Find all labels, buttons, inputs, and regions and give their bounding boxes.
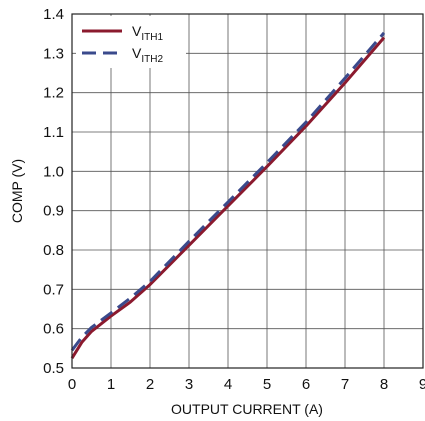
x-tick-label: 3 bbox=[185, 376, 193, 393]
series-line-vith1 bbox=[70, 36, 386, 359]
series-line-vith2 bbox=[70, 31, 386, 352]
legend-label-vith2: VITH2 bbox=[132, 45, 163, 65]
y-tick-label: 1.0 bbox=[43, 163, 64, 180]
legend-box bbox=[76, 16, 186, 68]
x-tick-label: 2 bbox=[146, 376, 154, 393]
y-tick-label: 0.8 bbox=[43, 242, 64, 259]
tick-labels: 0 1 2 3 4 5 6 7 8 9 0.5 0.6 0.7 0.8 0.9 1.0 1.1 1.2 1.3 1.4 bbox=[43, 6, 425, 393]
x-tick-label: 8 bbox=[380, 376, 388, 393]
x-axis-title: OUTPUT CURRENT (A) bbox=[171, 401, 323, 417]
y-tick-label: 1.3 bbox=[43, 45, 64, 62]
x-tick-label: 1 bbox=[107, 376, 115, 393]
y-tick-label: 1.2 bbox=[43, 85, 64, 102]
y-tick-label: 1.1 bbox=[43, 124, 64, 141]
x-tick-label: 9 bbox=[419, 376, 425, 393]
y-tick-label: 1.4 bbox=[43, 6, 64, 23]
legend: VITH1 VITH2 bbox=[76, 16, 186, 68]
y-tick-label: 0.9 bbox=[43, 203, 64, 220]
y-tick-label: 0.5 bbox=[43, 360, 64, 377]
x-tick-label: 0 bbox=[68, 376, 76, 393]
plot-area bbox=[72, 14, 423, 368]
y-tick-label: 0.6 bbox=[43, 321, 64, 338]
x-tick-label: 6 bbox=[302, 376, 310, 393]
y-axis-title: COMP (V) bbox=[9, 159, 25, 223]
x-tick-label: 5 bbox=[263, 376, 271, 393]
plot-border bbox=[71, 13, 424, 369]
x-tick-label: 4 bbox=[224, 376, 232, 393]
legend-label-vith1: VITH1 bbox=[132, 23, 163, 43]
y-tick-label: 0.7 bbox=[43, 281, 64, 298]
series-layer bbox=[70, 31, 386, 359]
x-tick-label: 7 bbox=[341, 376, 349, 393]
